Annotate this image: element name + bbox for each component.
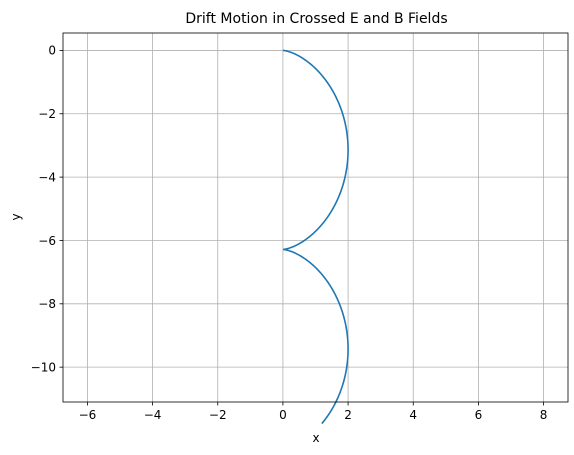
x-tick-label: 8 <box>540 408 548 422</box>
y-tick-label: −6 <box>38 234 56 248</box>
y-axis-label: y <box>9 213 23 220</box>
plot-series <box>282 49 349 425</box>
chart-title: Drift Motion in Crossed E and B Fields <box>185 11 447 27</box>
x-tick-label: −2 <box>209 408 227 422</box>
series-line <box>282 49 349 425</box>
y-tick-label: 0 <box>48 44 56 58</box>
x-tick-label: −4 <box>144 408 162 422</box>
x-axis-label: x <box>312 431 319 445</box>
x-tick-label: 0 <box>279 408 287 422</box>
x-tick-label: 6 <box>475 408 483 422</box>
y-tick-label: −10 <box>31 360 56 374</box>
y-tick-label: −8 <box>38 297 56 311</box>
x-tick-label: 2 <box>344 408 352 422</box>
x-tick-label: −6 <box>79 408 97 422</box>
axis-ticks: −6 −4 −2 0 2 4 6 8 0 −2 −4 −6 −8 −10 <box>31 44 548 422</box>
grid-lines <box>63 33 568 402</box>
plot-frame <box>62 32 569 403</box>
y-tick-label: −4 <box>38 170 56 184</box>
y-tick-label: −2 <box>38 107 56 121</box>
x-tick-label: 4 <box>409 408 417 422</box>
